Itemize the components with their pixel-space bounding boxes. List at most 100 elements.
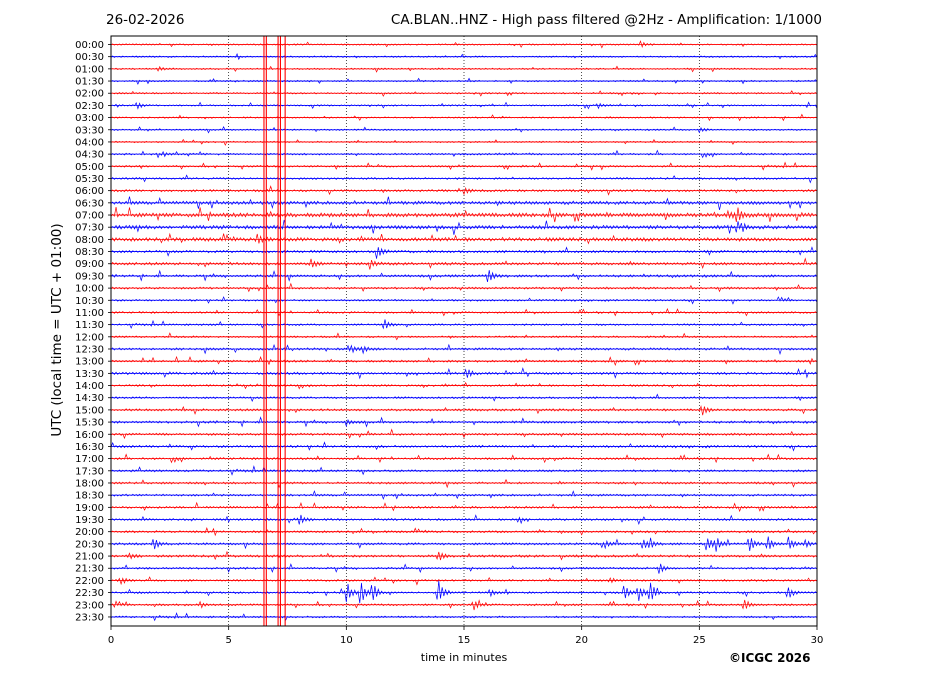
trace-line [110, 355, 818, 367]
y-tick-label: 05:30 [75, 174, 104, 185]
y-tick-label: 01:00 [75, 64, 104, 75]
seismogram-traces [110, 40, 818, 622]
trace-line [110, 478, 818, 489]
trace-line [110, 53, 818, 61]
trace-line [110, 101, 818, 110]
x-tick-label: 20 [575, 635, 588, 646]
trace-line [110, 319, 818, 330]
trace-line [110, 514, 818, 525]
x-tick-label: 25 [693, 635, 706, 646]
x-tick-label: 30 [811, 635, 824, 646]
trace-line [110, 257, 818, 270]
trace-line [110, 576, 818, 586]
trace-line [110, 296, 818, 305]
trace-line [110, 536, 818, 552]
y-tick-label: 03:00 [75, 113, 104, 124]
y-tick-label: 14:00 [75, 381, 104, 392]
trace-line [110, 138, 818, 146]
y-tick-label: 09:00 [75, 259, 104, 270]
trace-line [110, 465, 818, 476]
trace-line [110, 65, 818, 73]
trace-line [110, 612, 818, 622]
y-tick-label: 09:30 [75, 271, 104, 282]
y-tick-label: 21:30 [75, 564, 104, 575]
y-tick-label: 17:30 [75, 466, 104, 477]
trace-line [110, 490, 818, 500]
y-tick-label: 06:30 [75, 198, 104, 209]
trace-line [110, 282, 818, 293]
trace-line [110, 149, 818, 159]
trace-line [110, 441, 818, 452]
trace-line [110, 90, 818, 97]
y-tick-label: 01:30 [75, 77, 104, 88]
trace-line [110, 40, 818, 49]
trace-line [110, 77, 818, 85]
copyright-notice: ©ICGC 2026 [729, 651, 811, 665]
vertical-spikes [263, 36, 286, 626]
trace-line [110, 219, 818, 235]
trace-line [110, 196, 818, 210]
y-tick-label: 13:00 [75, 357, 104, 368]
trace-line [110, 416, 818, 428]
trace-line [110, 161, 818, 171]
y-tick-label: 08:30 [75, 247, 104, 258]
y-tick-label: 22:00 [75, 576, 104, 587]
y-tick-label: 10:30 [75, 296, 104, 307]
plot-title: CA.BLAN..HNZ - High pass filtered @2Hz -… [390, 12, 822, 28]
trace-line [110, 599, 818, 611]
y-tick-label: 23:30 [75, 612, 104, 623]
y-tick-label: 20:30 [75, 539, 104, 550]
y-axis-label: UTC (local time = UTC + 01:00) [49, 223, 65, 437]
trace-line [110, 453, 818, 464]
y-tick-label: 12:30 [75, 345, 104, 356]
y-tick-label: 02:30 [75, 101, 104, 112]
trace-line [110, 428, 818, 440]
y-tick-label: 04:00 [75, 137, 104, 148]
y-tick-label: 18:30 [75, 491, 104, 502]
y-tick-label: 18:00 [75, 478, 104, 489]
y-tick-label: 14:30 [75, 393, 104, 404]
plot-date: 26-02-2026 [106, 12, 185, 28]
y-tick-label: 04:30 [75, 150, 104, 161]
trace-line [110, 126, 818, 134]
y-tick-label: 12:00 [75, 332, 104, 343]
trace-line [110, 113, 818, 122]
y-tick-label: 22:30 [75, 588, 104, 599]
y-tick-label: 21:00 [75, 552, 104, 563]
trace-line [110, 269, 818, 283]
trace-line [110, 332, 818, 341]
trace-line [110, 527, 818, 537]
trace-line [110, 550, 818, 561]
y-tick-label: 08:00 [75, 235, 104, 246]
y-tick-label: 15:30 [75, 418, 104, 429]
x-tick-label: 5 [225, 635, 231, 646]
y-tick-label: 10:00 [75, 284, 104, 295]
y-tick-label: 11:30 [75, 320, 104, 331]
trace-line [110, 343, 818, 355]
trace-line [110, 381, 818, 390]
trace-line [110, 393, 818, 402]
trace-line [110, 367, 818, 380]
trace-line [110, 501, 818, 513]
y-tick-label: 00:30 [75, 52, 104, 63]
x-tick-label: 10 [340, 635, 353, 646]
y-tick-label: 05:00 [75, 162, 104, 173]
y-tick-label: 07:00 [75, 211, 104, 222]
y-tick-label: 13:30 [75, 369, 104, 380]
y-tick-label: 23:00 [75, 600, 104, 611]
y-tick-label: 15:00 [75, 405, 104, 416]
time-axis: 0 5 10 15 20 25 30 [108, 626, 824, 646]
trace-line [110, 580, 818, 604]
y-tick-label: 19:30 [75, 515, 104, 526]
trace-line [110, 563, 818, 574]
y-tick-label: 02:00 [75, 89, 104, 100]
x-tick-label: 15 [458, 635, 471, 646]
y-tick-label: 16:00 [75, 430, 104, 441]
y-tick-label: 19:00 [75, 503, 104, 514]
x-axis-label: time in minutes [420, 651, 508, 664]
trace-line [110, 308, 818, 317]
trace-line [110, 246, 818, 259]
y-tick-label: 06:00 [75, 186, 104, 197]
